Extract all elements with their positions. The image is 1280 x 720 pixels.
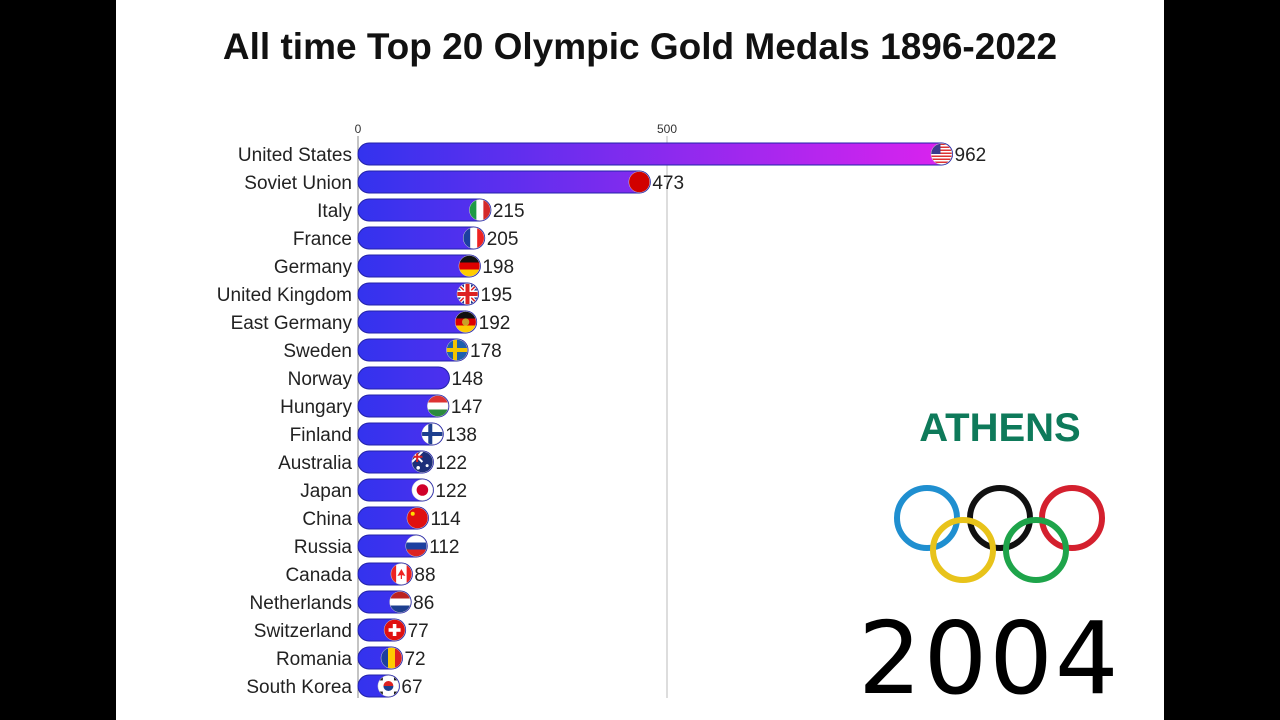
value-label: 88 — [414, 565, 435, 586]
category-label: Soviet Union — [244, 173, 352, 194]
flag-east-germany-icon — [454, 311, 477, 333]
value-label: 195 — [481, 285, 513, 306]
bar-row: Netherlands 86 — [250, 590, 434, 614]
category-label: Finland — [290, 425, 352, 446]
flag-canada-icon — [390, 563, 413, 585]
bar-row: Russia 112 — [294, 534, 460, 558]
category-label: South Korea — [246, 677, 352, 698]
bar-row: Soviet Union 473 — [244, 170, 684, 194]
flag-finland-icon — [421, 423, 444, 445]
bar — [357, 226, 486, 250]
bar-row: Romania 72 — [276, 646, 426, 670]
bar — [357, 170, 651, 194]
category-label: Canada — [285, 565, 352, 586]
flag-soviet-union-icon — [628, 171, 651, 193]
flag-australia-icon — [411, 451, 434, 473]
value-label: 147 — [451, 397, 483, 418]
bar-row: United Kingdom 195 — [217, 282, 513, 306]
flag-netherlands-icon — [389, 591, 411, 613]
bar-row: Finland 138 — [290, 422, 477, 446]
category-label: Germany — [274, 257, 353, 278]
category-label: China — [302, 509, 352, 530]
category-label: Russia — [294, 537, 353, 558]
bar-row: East Germany 192 — [231, 310, 511, 334]
value-label: 114 — [430, 509, 461, 530]
chart-panel — [116, 0, 1164, 720]
category-label: Australia — [278, 453, 352, 474]
bar-row: China 114 — [302, 506, 461, 530]
bar — [357, 422, 444, 446]
flag-japan-icon — [411, 479, 434, 501]
bar-row: Japan 122 — [300, 478, 467, 502]
flag-switzerland-icon — [383, 619, 406, 641]
bar — [357, 198, 492, 222]
bar-row: Switzerland 77 — [254, 618, 429, 642]
bar-row: Canada 88 — [285, 562, 436, 586]
bar-row: Italy 215 — [317, 198, 525, 222]
flag-france-icon — [462, 227, 485, 249]
bar — [357, 254, 481, 278]
bar-row: Hungary 147 — [280, 394, 483, 418]
value-label: 192 — [479, 313, 511, 334]
bar — [357, 142, 954, 166]
bar — [357, 282, 480, 306]
value-label: 962 — [955, 145, 987, 166]
category-label: Switzerland — [254, 621, 352, 642]
bar-row: Norway 148 — [288, 366, 483, 390]
bar-row: South Korea 67 — [246, 674, 423, 698]
host-city-label: ATHENS — [919, 406, 1081, 450]
category-label: East Germany — [231, 313, 353, 334]
value-label: 67 — [401, 677, 422, 698]
category-label: Sweden — [283, 341, 352, 362]
bar — [357, 338, 469, 362]
bar — [357, 394, 450, 418]
flag-hungary-icon — [427, 395, 449, 417]
category-label: Japan — [300, 481, 352, 502]
value-label: 122 — [435, 481, 467, 502]
value-label: 112 — [429, 537, 459, 558]
bar — [357, 366, 450, 390]
value-label: 178 — [470, 341, 502, 362]
flag-china-icon — [406, 507, 429, 529]
x-tick-label: 0 — [355, 122, 362, 136]
value-label: 77 — [408, 621, 429, 642]
value-label: 72 — [404, 649, 425, 670]
x-tick-label: 500 — [657, 122, 677, 136]
bar-row: France 205 — [293, 226, 519, 250]
bar — [357, 310, 478, 334]
bar-row: Sweden 178 — [283, 338, 502, 362]
value-label: 215 — [493, 201, 525, 222]
bar-row: United States 962 — [238, 142, 987, 166]
bar-row: Germany 198 — [274, 254, 514, 278]
category-label: Netherlands — [250, 593, 352, 614]
flag-russia-icon — [405, 535, 427, 557]
year-label: 2004 — [858, 600, 1121, 717]
olympic-rings-icon — [894, 485, 1105, 583]
value-label: 473 — [652, 173, 684, 194]
category-label: United States — [238, 145, 352, 166]
value-label: 198 — [482, 257, 514, 278]
flag-south-korea-icon — [377, 675, 400, 697]
category-label: Romania — [276, 649, 352, 670]
flag-italy-icon — [469, 199, 491, 221]
value-label: 122 — [435, 453, 467, 474]
flag-romania-icon — [380, 647, 403, 669]
flag-germany-icon — [458, 255, 481, 277]
chart-title: All time Top 20 Olympic Gold Medals 1896… — [222, 26, 1058, 67]
category-label: Norway — [288, 369, 353, 390]
category-label: Hungary — [280, 397, 352, 418]
flag-usa-icon — [930, 143, 953, 165]
value-label: 148 — [451, 369, 483, 390]
bar-row: Australia 122 — [278, 450, 467, 474]
category-label: France — [293, 229, 352, 250]
category-label: United Kingdom — [217, 285, 352, 306]
value-label: 138 — [445, 425, 477, 446]
category-label: Italy — [317, 201, 352, 222]
value-label: 86 — [413, 593, 434, 614]
value-label: 205 — [487, 229, 519, 250]
flag-uk-icon — [456, 283, 479, 305]
flag-sweden-icon — [446, 339, 468, 361]
